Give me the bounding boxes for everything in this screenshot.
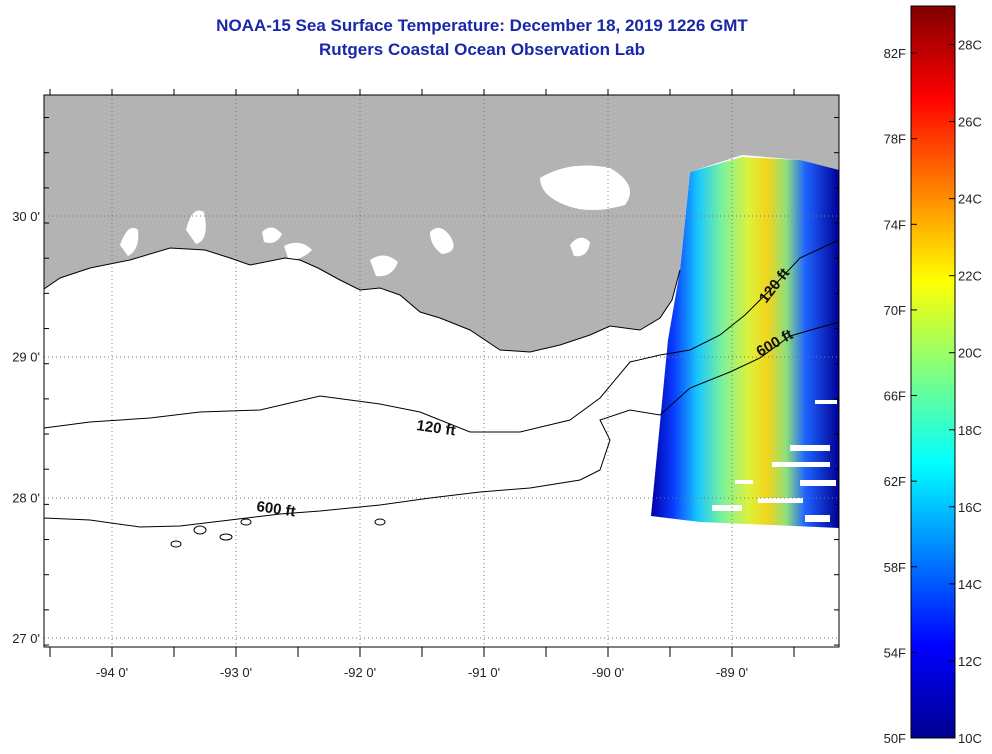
land-mass: [44, 95, 839, 352]
lat-tick-label: 29 0': [12, 350, 40, 365]
celsius-label: 18C: [958, 423, 982, 438]
fahrenheit-label: 70F: [884, 303, 906, 318]
fahrenheit-label: 74F: [884, 217, 906, 232]
celsius-label: 10C: [958, 731, 982, 746]
fahrenheit-label: 62F: [884, 474, 906, 489]
coastline: [44, 247, 681, 353]
inland-lakes: [120, 165, 630, 277]
celsius-label: 26C: [958, 115, 982, 130]
celsius-label: 14C: [958, 577, 982, 592]
shoal-islands: [170, 518, 386, 548]
lon-tick-label: -89 0': [716, 665, 748, 680]
lon-tick-label: -94 0': [96, 665, 128, 680]
contour-120ft-line: [44, 239, 839, 433]
lat-tick-label: 30 0': [12, 209, 40, 224]
fahrenheit-label: 78F: [884, 132, 906, 147]
fahrenheit-label: 54F: [884, 645, 906, 660]
fahrenheit-label: 58F: [884, 560, 906, 575]
graticule: [44, 95, 839, 647]
map-subtitle: Rutgers Coastal Ocean Observation Lab: [319, 40, 645, 59]
fahrenheit-label: 82F: [884, 46, 906, 61]
fahrenheit-label: 50F: [884, 731, 906, 746]
colorbar-gradient: [910, 5, 956, 739]
lat-tick-label: 28 0': [12, 490, 40, 505]
celsius-label: 24C: [958, 192, 982, 207]
contour-label-600-west: 600 ft: [255, 498, 296, 520]
celsius-label: 28C: [958, 38, 982, 53]
axis-ticks: 30 0' 29 0' 28 0' 27 0' -94 0' -93 0' -92 0' -9…: [12, 89, 839, 680]
lon-tick-label: -92 0': [344, 665, 376, 680]
colorbar-labels: 28C 26C 24C 22C 20C 18C 16C 14C 12C 10C 82F 78F 74F 7…: [884, 38, 982, 746]
contour-600ft-line: [44, 321, 839, 528]
celsius-label: 16C: [958, 500, 982, 515]
lon-tick-label: -93 0': [220, 665, 252, 680]
lon-tick-label: -90 0': [592, 665, 624, 680]
map-frame: [43, 94, 840, 648]
celsius-label: 20C: [958, 346, 982, 361]
map-title: NOAA-15 Sea Surface Temperature: Decembe…: [216, 16, 748, 35]
lon-tick-label: -91 0': [468, 665, 500, 680]
contour-label-120-west: 120 ft: [415, 417, 456, 439]
cloud-mask: [712, 400, 837, 522]
lat-tick-label: 27 0': [12, 631, 40, 646]
celsius-label: 12C: [958, 654, 982, 669]
celsius-label: 22C: [958, 269, 982, 284]
sst-swath: [651, 157, 839, 528]
fahrenheit-label: 66F: [884, 389, 906, 404]
